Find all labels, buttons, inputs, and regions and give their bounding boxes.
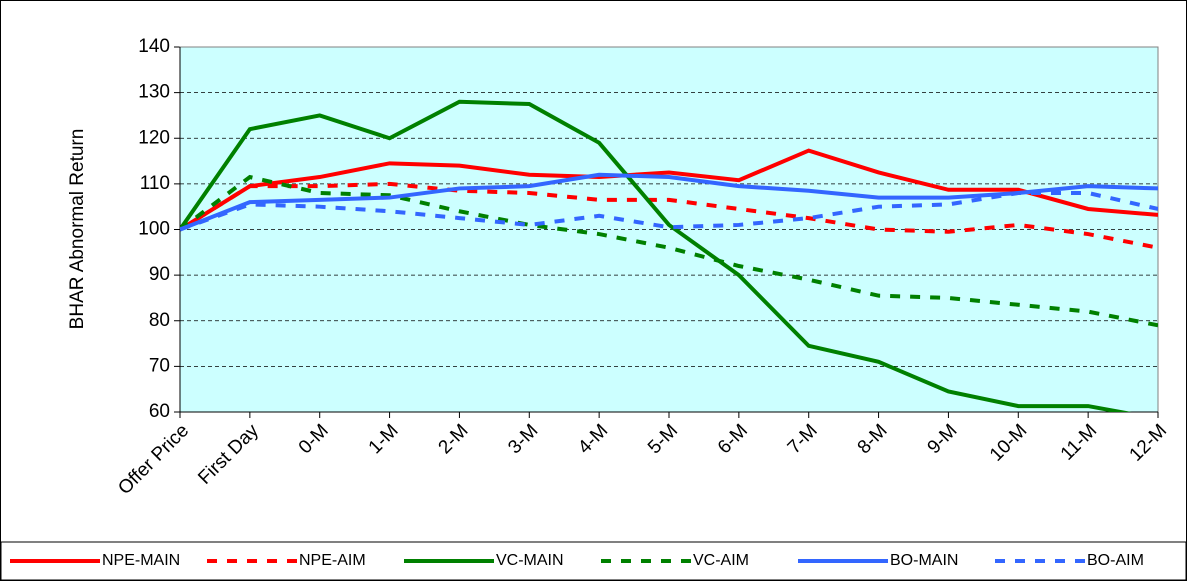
legend: NPE-MAIN NPE-AIM VC-MAIN VC-AIM BO-MAIN BO-AI… <box>0 541 1187 581</box>
legend-label: NPE-AIM <box>299 552 366 569</box>
y-tick-label: 60 <box>149 401 170 422</box>
series-line <box>180 148 1158 232</box>
y-axis-label: BHAR Abnormal Return <box>67 129 88 330</box>
series-line <box>180 191 1158 232</box>
series-line <box>180 181 1158 250</box>
series-line <box>180 172 1158 232</box>
legend-label: VC-MAIN <box>496 552 564 569</box>
legend-label: NPE-MAIN <box>102 552 180 569</box>
y-tick-label: 80 <box>149 310 170 331</box>
legend-label: BO-MAIN <box>890 552 958 569</box>
legend-label: VC-AIM <box>693 552 749 569</box>
y-tick-label: 100 <box>138 219 170 240</box>
y-tick-label: 70 <box>149 355 170 376</box>
y-tick-label: 140 <box>138 36 170 57</box>
plot-area <box>180 47 1158 412</box>
legend-box <box>0 541 1187 581</box>
series-group <box>180 99 1158 412</box>
series-line <box>180 174 1158 328</box>
series-line <box>180 99 1132 412</box>
legend-label: BO-AIM <box>1087 552 1144 569</box>
y-tick-label: 110 <box>140 173 170 194</box>
y-tick-label: 120 <box>138 127 170 148</box>
y-tick-label: 130 <box>138 82 170 103</box>
y-tick-label: 90 <box>149 264 170 285</box>
